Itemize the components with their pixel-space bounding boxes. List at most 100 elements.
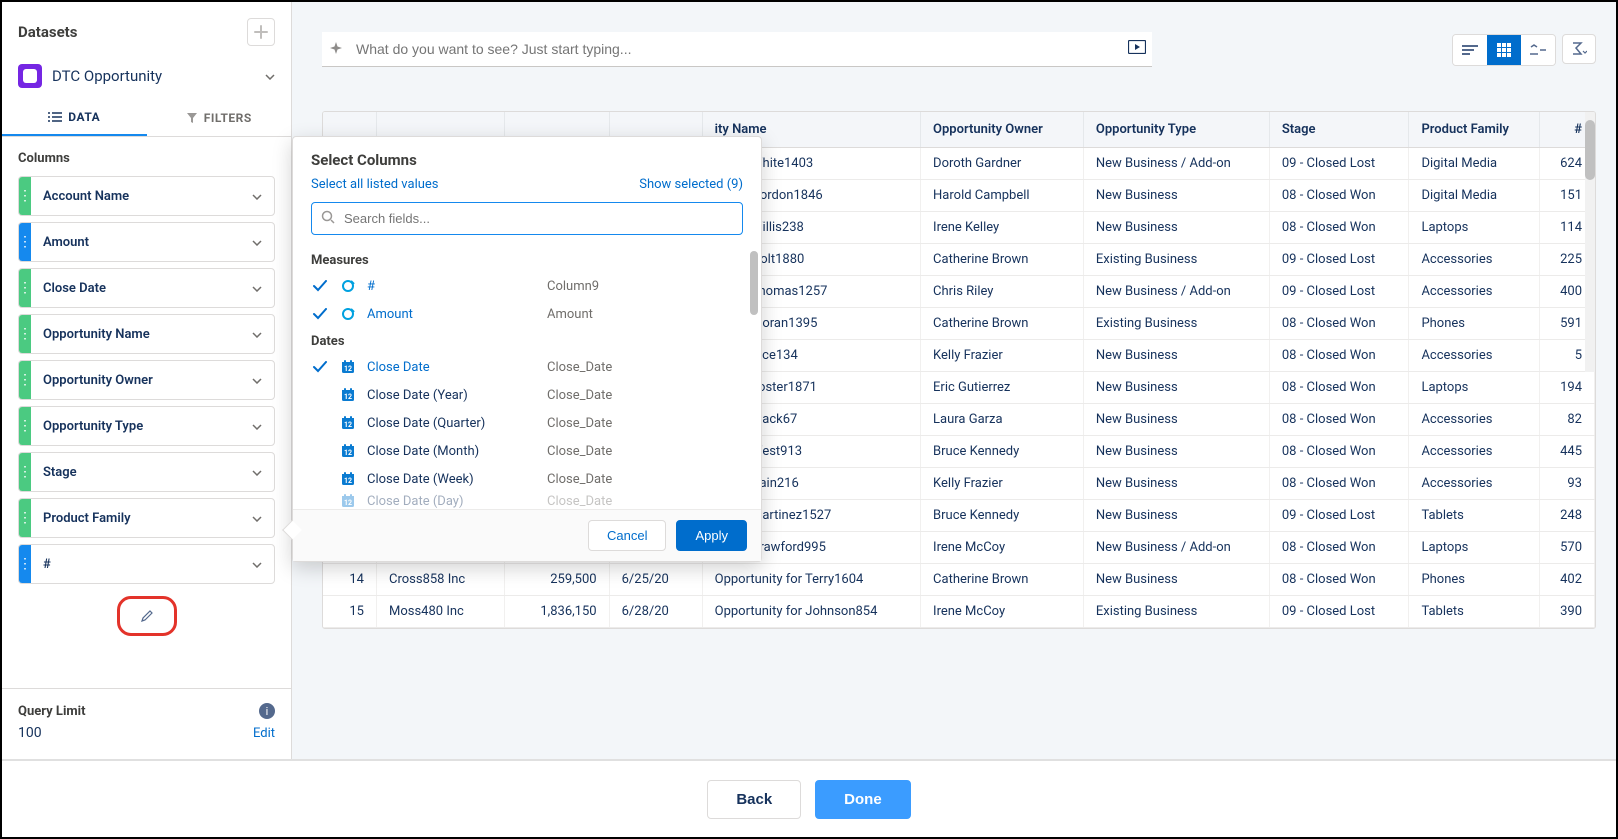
tab-data[interactable]: DATA xyxy=(2,100,147,136)
query-input[interactable] xyxy=(356,41,1116,57)
table-cell: New Business xyxy=(1083,468,1269,500)
table-header[interactable]: Opportunity Type xyxy=(1083,112,1269,148)
table-scrollbar[interactable] xyxy=(1585,112,1595,372)
chevron-down-icon[interactable] xyxy=(240,281,274,296)
sparkle-icon xyxy=(328,41,344,57)
field-row[interactable]: 12 Close Date Close_Date xyxy=(311,353,743,381)
table-header[interactable]: Stage xyxy=(1269,112,1409,148)
column-pill[interactable]: Opportunity Owner xyxy=(18,360,275,400)
table-cell: Catherine Brown xyxy=(921,244,1084,276)
table-cell: Eric Gutierrez xyxy=(921,372,1084,404)
table-cell: Kelly Frazier xyxy=(921,468,1084,500)
table-cell: Tablets xyxy=(1409,500,1540,532)
column-pill-label: Stage xyxy=(31,465,240,480)
calendar-icon: 12 xyxy=(339,443,357,459)
field-key: Column9 xyxy=(547,279,599,294)
chevron-down-icon[interactable] xyxy=(240,465,274,480)
column-pill[interactable]: Opportunity Type xyxy=(18,406,275,446)
chevron-down-icon[interactable] xyxy=(240,419,274,434)
check-icon xyxy=(311,361,329,373)
table-cell: Irene Kelley xyxy=(921,212,1084,244)
apply-button[interactable]: Apply xyxy=(676,520,747,551)
table-header[interactable]: Product Family xyxy=(1409,112,1540,148)
drag-handle-icon[interactable] xyxy=(19,499,31,537)
show-selected-link[interactable]: Show selected (9) xyxy=(639,177,743,192)
table-cell: 08 - Closed Won xyxy=(1269,340,1409,372)
view-table-button[interactable] xyxy=(1487,35,1521,65)
formula-button[interactable] xyxy=(1562,34,1596,64)
table-row[interactable]: 14Cross858 Inc259,5006/25/20Opportunity … xyxy=(323,564,1595,596)
chevron-down-icon[interactable] xyxy=(240,235,274,250)
column-pill[interactable]: Close Date xyxy=(18,268,275,308)
table-cell: New Business xyxy=(1083,500,1269,532)
field-search-input[interactable] xyxy=(311,202,743,235)
drag-handle-icon[interactable] xyxy=(19,269,31,307)
view-saql-button[interactable] xyxy=(1521,35,1555,65)
chevron-down-icon[interactable] xyxy=(240,511,274,526)
field-row[interactable]: 12 Close Date (Day) Close_Date xyxy=(311,493,743,509)
dataset-selector[interactable]: DTC Opportunity xyxy=(2,56,291,100)
table-cell: Digital Media xyxy=(1409,148,1540,180)
done-button[interactable]: Done xyxy=(815,780,911,819)
field-row[interactable]: 12 Close Date (Week) Close_Date xyxy=(311,465,743,493)
column-pill[interactable]: Stage xyxy=(18,452,275,492)
column-pill[interactable]: Product Family xyxy=(18,498,275,538)
dataset-name: DTC Opportunity xyxy=(52,67,255,85)
pencil-icon xyxy=(140,609,154,623)
tab-filters[interactable]: FILTERS xyxy=(147,100,292,136)
check-icon xyxy=(311,308,329,320)
view-chart-button[interactable] xyxy=(1453,35,1487,65)
play-icon xyxy=(1128,40,1146,54)
table-cell: 08 - Closed Won xyxy=(1269,212,1409,244)
sidebar: Datasets DTC Opportunity DATA xyxy=(2,2,292,759)
drag-handle-icon[interactable] xyxy=(19,177,31,215)
saql-mode-icon xyxy=(1530,44,1546,56)
drag-handle-icon[interactable] xyxy=(19,453,31,491)
footer-bar: Back Done xyxy=(2,759,1616,837)
table-cell: Tablets xyxy=(1409,596,1540,628)
measure-icon xyxy=(339,306,357,322)
drag-handle-icon[interactable] xyxy=(19,315,31,353)
field-row[interactable]: Amount Amount xyxy=(311,300,743,328)
field-row[interactable]: 12 Close Date (Month) Close_Date xyxy=(311,437,743,465)
table-cell: Digital Media xyxy=(1409,180,1540,212)
field-key: Close_Date xyxy=(547,360,612,375)
drag-handle-icon[interactable] xyxy=(19,223,31,261)
run-query-button[interactable] xyxy=(1128,40,1146,58)
field-row[interactable]: 12 Close Date (Year) Close_Date xyxy=(311,381,743,409)
back-button[interactable]: Back xyxy=(707,780,801,819)
edit-columns-button[interactable] xyxy=(117,596,177,636)
table-cell: New Business xyxy=(1083,212,1269,244)
select-all-link[interactable]: Select all listed values xyxy=(311,177,439,192)
field-row[interactable]: 12 Close Date (Quarter) Close_Date xyxy=(311,409,743,437)
chevron-down-icon[interactable] xyxy=(240,327,274,342)
drag-handle-icon[interactable] xyxy=(19,361,31,399)
chevron-down-icon[interactable] xyxy=(240,373,274,388)
table-header[interactable]: Opportunity Owner xyxy=(921,112,1084,148)
chevron-down-icon[interactable] xyxy=(240,189,274,204)
column-pill[interactable]: Amount xyxy=(18,222,275,262)
svg-text:12: 12 xyxy=(344,477,352,485)
field-name: Close Date (Month) xyxy=(367,444,537,459)
field-key: Close_Date xyxy=(547,494,612,509)
chevron-down-icon[interactable] xyxy=(240,557,274,572)
column-pill[interactable]: Opportunity Name xyxy=(18,314,275,354)
field-name: Close Date (Week) xyxy=(367,472,537,487)
info-icon[interactable]: i xyxy=(259,703,275,719)
drag-handle-icon[interactable] xyxy=(19,407,31,445)
table-cell: Harold Campbell xyxy=(921,180,1084,212)
popover-scrollbar[interactable] xyxy=(750,251,758,315)
table-cell: Existing Business xyxy=(1083,308,1269,340)
column-pill[interactable]: # xyxy=(18,544,275,584)
add-dataset-button[interactable] xyxy=(247,18,275,46)
column-pill[interactable]: Account Name xyxy=(18,176,275,216)
table-cell: Kelly Frazier xyxy=(921,340,1084,372)
calendar-icon: 12 xyxy=(339,387,357,403)
cancel-button[interactable]: Cancel xyxy=(588,520,666,551)
field-row[interactable]: # Column9 xyxy=(311,272,743,300)
svg-text:12: 12 xyxy=(344,421,352,429)
table-cell: Laptops xyxy=(1409,372,1540,404)
query-limit-edit-link[interactable]: Edit xyxy=(253,726,275,741)
table-row[interactable]: 15Moss480 Inc1,836,1506/28/20Opportunity… xyxy=(323,596,1595,628)
drag-handle-icon[interactable] xyxy=(19,545,31,583)
